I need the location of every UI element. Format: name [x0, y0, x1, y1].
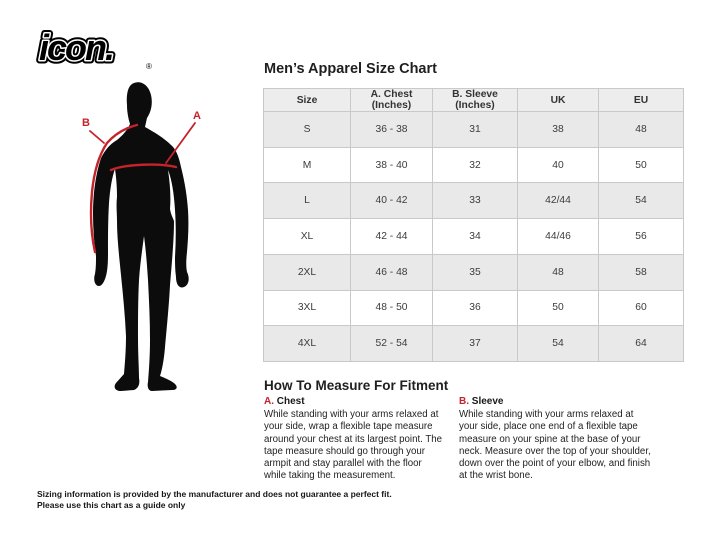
- chest-instructions: A. Chest While standing with your arms r…: [264, 396, 446, 483]
- table-cell: 38 - 40: [350, 146, 433, 184]
- table-cell: 2XL: [263, 253, 351, 291]
- table-cell: 50: [598, 146, 684, 184]
- size-table: Size A. Chest (Inches) B. Sleeve (Inches) U…: [263, 88, 684, 362]
- sleeve-letter: B.: [459, 396, 469, 407]
- table-cell: 34: [432, 218, 518, 255]
- column-header: B. Sleeve (Inches): [432, 88, 518, 112]
- registered-mark: ®: [146, 62, 152, 71]
- table-cell: 48: [517, 253, 599, 291]
- table-cell: 50: [517, 289, 599, 327]
- measure-instructions: A. Chest While standing with your arms r…: [264, 396, 684, 483]
- table-cell: 36 - 38: [350, 111, 433, 148]
- table-cell: S: [263, 111, 351, 148]
- table-cell: 36: [432, 289, 518, 327]
- table-cell: 60: [598, 289, 684, 327]
- table-cell: 54: [517, 325, 599, 362]
- disclaimer-line-2: Please use this chart as a guide only: [37, 499, 186, 510]
- sleeve-instructions: B. Sleeve While standing with your arms …: [459, 396, 652, 483]
- table-cell: 48 - 50: [350, 289, 433, 327]
- svg-text:icon.: icon.: [39, 27, 113, 68]
- table-cell: 33: [432, 182, 518, 220]
- table-cell: M: [263, 146, 351, 184]
- male-silhouette-figure: A B: [82, 82, 201, 392]
- svg-text:icon.: icon.: [39, 27, 113, 68]
- table-cell: 58: [598, 253, 684, 291]
- table-cell: XL: [263, 218, 351, 255]
- table-row: 3XL 48 - 50 36 50 60: [263, 289, 684, 327]
- sleeve-heading: B. Sleeve: [459, 396, 652, 407]
- table-row: 2XL 46 - 48 35 48 58: [263, 253, 684, 291]
- table-cell: 64: [598, 325, 684, 362]
- label-b-pointer-line: [89, 130, 105, 144]
- table-cell: 40: [517, 146, 599, 184]
- chest-measure-line: [109, 163, 178, 172]
- size-table-header-row: Size A. Chest (Inches) B. Sleeve (Inches) U…: [263, 88, 684, 112]
- size-table-body: S 36 - 38 31 38 48 M 38 - 40 32 40 50 L 40 - 42 33 42…: [263, 111, 684, 362]
- chest-name: Chest: [276, 396, 305, 407]
- table-cell: 4XL: [263, 325, 351, 362]
- table-row: S 36 - 38 31 38 48: [263, 111, 684, 148]
- table-cell: 42 - 44: [350, 218, 433, 255]
- table-row: L 40 - 42 33 42/44 54: [263, 182, 684, 220]
- chest-instruction-text: While standing with your arms relaxed at…: [264, 409, 443, 482]
- table-row: M 38 - 40 32 40 50: [263, 146, 684, 184]
- table-row: XL 42 - 44 34 44/46 56: [263, 218, 684, 255]
- measure-label-b: B: [82, 117, 90, 129]
- sleeve-instruction-text: While standing with your arms relaxed at…: [459, 409, 651, 482]
- table-cell: 56: [598, 218, 684, 255]
- table-cell: 32: [432, 146, 518, 184]
- table-cell: 35: [432, 253, 518, 291]
- table-cell: 38: [517, 111, 599, 148]
- male-silhouette-shape: [93, 82, 189, 392]
- table-cell: L: [263, 182, 351, 220]
- chest-heading: A. Chest: [264, 396, 446, 407]
- table-cell: 52 - 54: [350, 325, 433, 362]
- page-title: Men’s Apparel Size Chart: [264, 61, 437, 77]
- column-header: Size: [263, 88, 351, 112]
- chest-letter: A.: [264, 396, 274, 407]
- measure-label-a: A: [193, 110, 201, 122]
- disclaimer-line-1: Sizing information is provided by the ma…: [37, 489, 392, 499]
- table-row: 4XL 52 - 54 37 54 64: [263, 325, 684, 362]
- label-a-pointer-line: [165, 122, 196, 164]
- column-header: UK: [517, 88, 599, 112]
- table-cell: 46 - 48: [350, 253, 433, 291]
- table-cell: 37: [432, 325, 518, 362]
- table-cell: 54: [598, 182, 684, 220]
- table-cell: 31: [432, 111, 518, 148]
- sleeve-name: Sleeve: [471, 396, 504, 407]
- svg-text:icon.: icon.: [39, 27, 113, 68]
- icon-brand-logo-icon: icon. icon. icon. ®: [36, 24, 153, 72]
- table-cell: 42/44: [517, 182, 599, 220]
- table-cell: 48: [598, 111, 684, 148]
- sleeve-measure-line: [89, 123, 139, 254]
- column-header: A. Chest (Inches): [350, 88, 433, 112]
- table-cell: 44/46: [517, 218, 599, 255]
- how-to-measure-title: How To Measure For Fitment: [264, 378, 449, 393]
- table-cell: 40 - 42: [350, 182, 433, 220]
- column-header: EU: [598, 88, 684, 112]
- disclaimer: Sizing information is provided by the ma…: [37, 489, 392, 510]
- table-cell: 3XL: [263, 289, 351, 327]
